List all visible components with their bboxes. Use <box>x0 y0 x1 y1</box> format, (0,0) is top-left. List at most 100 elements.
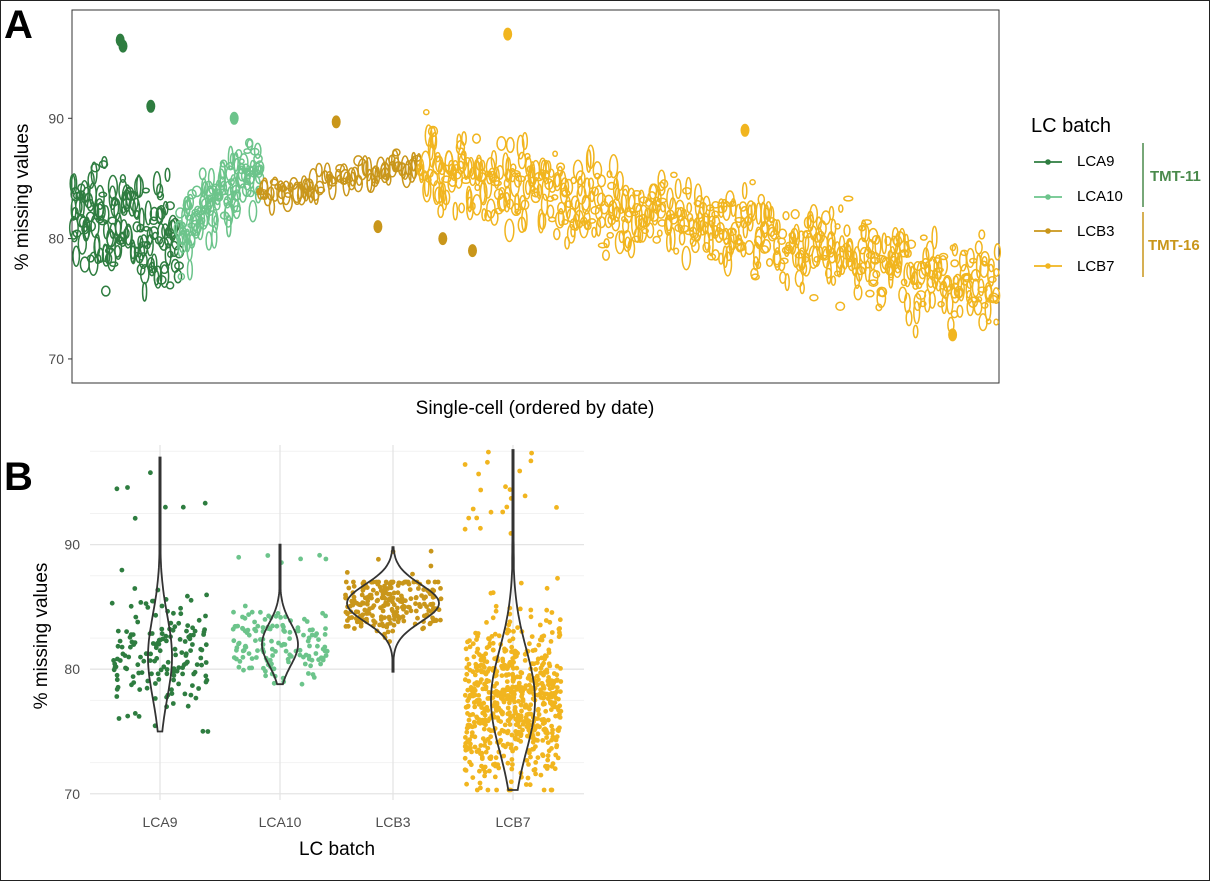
panel-a-point-lcb7 <box>778 258 786 272</box>
panel-b-point-lcb7 <box>491 690 497 695</box>
panel-a-point-lcb7 <box>645 222 655 239</box>
panel-b-point-lcb3 <box>433 617 439 623</box>
panel-b-point-lcb7 <box>545 717 551 723</box>
panel-b-point-lca10 <box>237 659 243 664</box>
panel-a-point-lcb7 <box>809 204 819 224</box>
panel-b-point-lcb7 <box>518 739 524 744</box>
panel-a-point-lcb7 <box>993 318 1000 326</box>
panel-a-outlier-lcb3 <box>468 244 477 258</box>
panel-b-point-lca9 <box>188 597 194 603</box>
panel-b-point-lca9 <box>152 658 158 664</box>
panel-b-point-lcb7 <box>500 658 506 664</box>
panel-a-point-lca9 <box>165 281 175 290</box>
panel-a-point-lcb7 <box>794 269 804 288</box>
panel-b-point-lca9 <box>203 613 208 619</box>
panel-a-point-lcb7 <box>937 300 945 308</box>
panel-a-point-lcb7 <box>755 202 762 225</box>
panel-b-point-lcb3 <box>384 624 390 630</box>
panel-b-point-lca9 <box>203 660 209 665</box>
panel-b-point-lca10 <box>287 652 293 658</box>
panel-a-point-lcb7 <box>799 261 808 276</box>
panel-b-point-lcb7 <box>539 681 545 686</box>
panel-b-point-lca9 <box>130 674 136 679</box>
panel-a-point-lca10 <box>246 139 254 151</box>
panel-a-point-lca10 <box>255 160 265 175</box>
panel-b-point-lcb3 <box>428 563 434 569</box>
panel-b-point-lcb7 <box>498 695 504 701</box>
panel-b-point-lcb7 <box>528 687 533 693</box>
panel-b-point-lcb7 <box>553 695 559 701</box>
panel-b-point-lca9 <box>185 703 191 709</box>
panel-a-point-lcb3 <box>315 162 323 178</box>
panel-a-point-lcb3 <box>268 198 276 216</box>
panel-b-point-lcb7 <box>544 691 550 697</box>
panel-a-point-lcb7 <box>781 246 793 255</box>
panel-b-point-lcb3 <box>386 597 392 602</box>
panel-b-point-lcb3 <box>438 617 443 623</box>
panel-b-point-lcb7 <box>534 660 540 666</box>
panel-a-point-lcb7 <box>615 171 624 192</box>
panel-a-point-lca10 <box>213 215 219 226</box>
panel-b-point-lca9 <box>176 681 182 687</box>
panel-a-point-lcb7 <box>603 238 610 249</box>
panel-b-violins <box>147 449 536 791</box>
panel-b-point-lcb3 <box>375 597 381 603</box>
panel-b-point-lcb3 <box>376 556 381 562</box>
panel-a-point-lcb7 <box>564 178 574 196</box>
panel-a-point-lcb3 <box>390 149 400 173</box>
panel-b-point-lcb7 <box>509 757 515 762</box>
panel-b-point-lcb7 <box>523 702 529 708</box>
panel-b-point-lcb7 <box>469 749 474 755</box>
panel-b-point-lcb3 <box>413 601 418 607</box>
panel-b-point-lcb7 <box>470 641 476 647</box>
panel-b-point-lca9 <box>125 713 131 719</box>
panel-b-x-tick-label: LCA9 <box>142 814 177 830</box>
panel-b-point-lcb7 <box>487 768 492 774</box>
panel-a-point-lcb7 <box>764 201 773 222</box>
panel-a-point-lcb7 <box>432 155 443 175</box>
panel-b-point-lcb7 <box>527 641 532 647</box>
panel-b-point-lca9 <box>182 639 188 644</box>
panel-a-point-lcb7 <box>974 240 983 255</box>
panel-b-point-lcb7 <box>554 743 560 748</box>
panel-b-point-lca10 <box>311 675 317 680</box>
panel-b-point-lca10 <box>307 643 312 649</box>
panel-b-point-lcb3 <box>410 571 415 577</box>
panel-b-point-lca9 <box>117 658 123 663</box>
panel-a-point-lcb7 <box>558 170 567 190</box>
panel-b-point-lca9 <box>133 614 139 620</box>
panel-a-point-lcb7 <box>838 204 844 213</box>
panel-b-point-lcb7 <box>549 630 555 635</box>
panel-a-point-lcb7 <box>981 255 988 266</box>
panel-b-point-lca9 <box>138 600 144 605</box>
panel-b-point-lcb3 <box>401 603 406 609</box>
panel-b-point-lca9 <box>125 485 130 490</box>
panel-b-point-lcb7 <box>550 727 555 733</box>
panel-b-point-lcb7 <box>466 717 472 723</box>
panel-b-point-lcb7 <box>505 728 511 734</box>
panel-a-point-lcb7 <box>641 227 649 235</box>
panel-b-point-lca9 <box>112 665 118 670</box>
panel-b-point-lca9 <box>193 695 199 701</box>
panel-b-point-lcb7 <box>554 685 560 690</box>
legend-key-dot-lcb7 <box>1045 263 1051 269</box>
legend: LC batch LCA9 LCA10 LCB3 LCB7 TMT-11 TMT… <box>1031 115 1201 277</box>
panel-b-point-lcb7 <box>549 763 555 769</box>
panel-a-point-lca9 <box>156 204 167 221</box>
panel-a-point-lcb7 <box>597 216 606 229</box>
panel-b-point-lca10 <box>252 619 257 625</box>
panel-b-point-lcb3 <box>426 608 432 613</box>
panel-b-point-lcb7 <box>464 671 470 677</box>
panel-b-point-lca9 <box>135 619 141 625</box>
panel-a-point-lcb7 <box>632 189 642 197</box>
panel-b-point-lcb3 <box>402 579 408 585</box>
panel-b-point-lca9 <box>190 625 196 631</box>
panel-b-violin-lca10 <box>261 543 299 686</box>
panel-a-point-lcb7 <box>987 258 995 273</box>
panel-b-point-lca9 <box>178 611 184 617</box>
panel-a-point-lcb7 <box>638 204 649 229</box>
panel-b-point-lcb7 <box>496 633 502 639</box>
panel-b-point-lcb7 <box>510 748 515 754</box>
panel-a-point-lcb3 <box>261 177 269 195</box>
panel-b-point-lcb7 <box>538 772 544 778</box>
